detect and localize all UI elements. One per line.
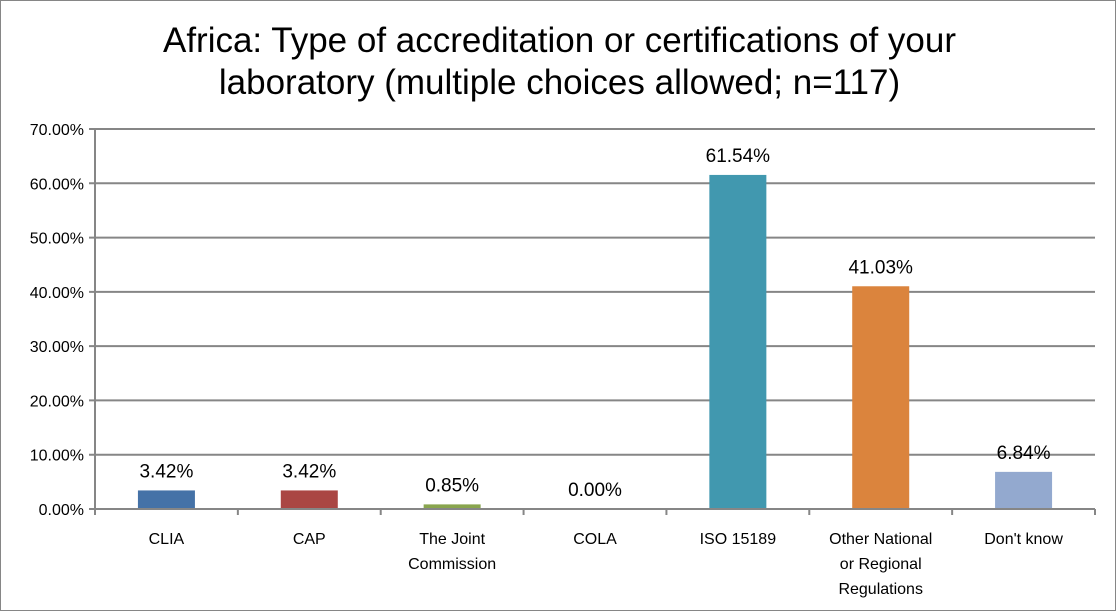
data-label: 3.42%	[282, 461, 336, 482]
data-label: 0.85%	[425, 475, 479, 496]
bar-the-joint-commission	[423, 504, 481, 508]
category-label: CLIA	[149, 531, 185, 548]
bar-clia	[137, 490, 195, 508]
chart-title-line: laboratory (multiple choices allowed; n=…	[218, 63, 901, 102]
data-label: 3.42%	[139, 461, 193, 482]
data-label: 41.03%	[848, 257, 913, 278]
category-label: Other National	[829, 531, 932, 548]
category-label: Don't know	[984, 531, 1063, 548]
bar-don-t-know	[995, 471, 1053, 508]
category-label: The Joint	[419, 531, 485, 548]
chart-title: Africa: Type of accreditation or certifi…	[0, 20, 1119, 104]
category-label: Commission	[408, 556, 496, 573]
data-label: 0.00%	[568, 480, 622, 501]
category-label: CAP	[293, 531, 326, 548]
category-label: Regulations	[838, 581, 923, 598]
category-label: or Regional	[840, 556, 922, 573]
data-label: 61.54%	[706, 146, 771, 167]
bar-iso-15189	[709, 174, 767, 508]
y-tick-label: 70.00%	[30, 122, 84, 139]
category-label: COLA	[573, 531, 617, 548]
y-tick-label: 50.00%	[30, 231, 84, 248]
y-tick-label: 0.00%	[39, 502, 84, 519]
y-tick-label: 40.00%	[30, 285, 84, 302]
category-label: ISO 15189	[700, 531, 777, 548]
chart-title-line: Africa: Type of accreditation or certifi…	[162, 21, 957, 60]
y-tick-label: 30.00%	[30, 339, 84, 356]
y-tick-label: 10.00%	[30, 448, 84, 465]
bar-other-national-or-regional-regulations	[852, 286, 910, 508]
y-tick-label: 60.00%	[30, 176, 84, 193]
data-label: 6.84%	[997, 443, 1051, 464]
y-tick-label: 20.00%	[30, 393, 84, 410]
bar-cap	[280, 490, 338, 508]
